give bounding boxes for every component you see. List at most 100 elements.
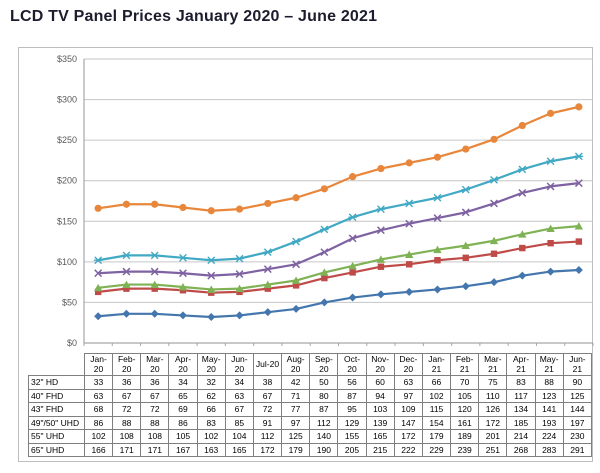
series-label-cell: 55" UHD (28, 429, 85, 444)
marker-circle (546, 109, 555, 117)
price-cell: 50 (309, 375, 339, 390)
price-cell: 67 (252, 388, 283, 403)
marker-x (179, 269, 187, 278)
month-header-cell: Feb- 20 (112, 353, 142, 376)
marker-diamond (433, 285, 442, 294)
price-cell: 167 (168, 442, 198, 457)
series-label-cell: 32" HD (28, 375, 85, 390)
price-cell: 147 (393, 415, 423, 430)
series-line (98, 225, 579, 291)
price-cell: 87 (337, 388, 367, 403)
price-cell: 155 (337, 429, 367, 444)
price-cell: 230 (562, 429, 593, 444)
price-cell: 42 (281, 375, 311, 390)
price-cell: 139 (365, 415, 395, 430)
marker-x (292, 260, 301, 269)
price-cell: 179 (281, 442, 311, 457)
price-cell: 224 (534, 429, 564, 444)
marker-circle (264, 199, 272, 208)
y-axis-tick-label: $200 (57, 176, 77, 186)
price-cell: 268 (506, 442, 536, 457)
price-cell: 72 (140, 402, 170, 417)
price-cell: 201 (478, 429, 508, 444)
price-cell: 91 (252, 415, 283, 430)
table-row: 65" UHD 166 171 171 167 163 165 172 179 190 205 215… (28, 442, 593, 457)
marker-triangle (150, 280, 159, 288)
y-axis-tick-label: $150 (57, 216, 77, 226)
marker-asterisk (433, 193, 442, 202)
marker-circle (490, 135, 498, 143)
marker-circle (235, 205, 244, 213)
marker-asterisk (93, 256, 103, 265)
marker-x (433, 214, 442, 222)
table-corner-cell (29, 354, 85, 376)
price-cell: 154 (421, 415, 452, 430)
series-line (97, 105, 580, 212)
marker-diamond (292, 304, 301, 313)
marker-asterisk (291, 237, 301, 246)
price-cell: 171 (140, 442, 170, 457)
marker-triangle (235, 284, 244, 293)
price-cell: 141 (534, 402, 564, 417)
marker-x (348, 234, 357, 243)
price-cell: 36 (140, 375, 170, 390)
y-axis-tick-label: $0 (67, 338, 77, 348)
price-cell: 90 (562, 375, 593, 390)
marker-triangle (574, 222, 584, 230)
marker-diamond (263, 308, 272, 317)
month-header-cell: Dec- 20 (393, 353, 423, 376)
marker-x (546, 182, 555, 191)
marker-asterisk (207, 256, 216, 265)
y-axis-tick-label: $100 (57, 257, 77, 267)
price-cell: 109 (393, 402, 423, 417)
marker-triangle (122, 280, 131, 288)
marker-asterisk (235, 254, 244, 263)
price-cell: 102 (83, 429, 114, 444)
marker-asterisk (122, 251, 131, 260)
price-cell: 77 (281, 402, 311, 417)
marker-circle (377, 164, 385, 173)
price-cell: 80 (309, 388, 339, 403)
marker-x (235, 270, 244, 278)
price-cell: 103 (365, 402, 395, 417)
marker-diamond (94, 312, 103, 321)
marker-asterisk (348, 213, 357, 222)
marker-square (123, 285, 130, 292)
marker-circle (349, 173, 357, 181)
table-header-row: Jan- 20 Feb- 20 Mar- 20 Apr- 20 May- 20 Jun- … (29, 353, 593, 376)
month-header-cell: Apr- 20 (168, 353, 198, 376)
price-cell: 104 (224, 429, 254, 444)
price-cell: 67 (224, 402, 254, 417)
marker-triangle (518, 230, 527, 238)
marker-triangle (263, 280, 273, 288)
price-cell: 140 (309, 429, 339, 444)
price-cell: 63 (224, 388, 254, 403)
price-cell: 71 (281, 388, 311, 403)
price-cell: 123 (534, 388, 564, 403)
marker-triangle (178, 283, 188, 291)
price-cell: 95 (337, 402, 367, 417)
marker-triangle (207, 285, 216, 293)
price-cell: 36 (112, 375, 142, 390)
series-line (98, 182, 579, 277)
price-cell: 83 (506, 375, 536, 390)
marker-x (461, 208, 470, 217)
marker-circle (518, 121, 526, 130)
price-cell: 179 (421, 429, 452, 444)
price-cell: 144 (562, 402, 593, 417)
price-cell: 193 (534, 415, 564, 430)
price-cell: 34 (168, 375, 198, 390)
marker-x (263, 265, 272, 274)
marker-square (575, 238, 583, 245)
marker-asterisk (574, 152, 584, 161)
price-cell: 291 (562, 442, 593, 457)
price-cell: 172 (478, 415, 508, 430)
marker-circle (179, 203, 187, 212)
price-cell: 117 (506, 388, 536, 403)
marker-square (547, 239, 554, 247)
month-header-cell: Jun- 21 (562, 353, 593, 376)
price-cell: 185 (506, 415, 536, 430)
price-cell: 215 (365, 442, 395, 457)
marker-diamond (348, 293, 357, 302)
price-cell: 32 (196, 375, 226, 390)
